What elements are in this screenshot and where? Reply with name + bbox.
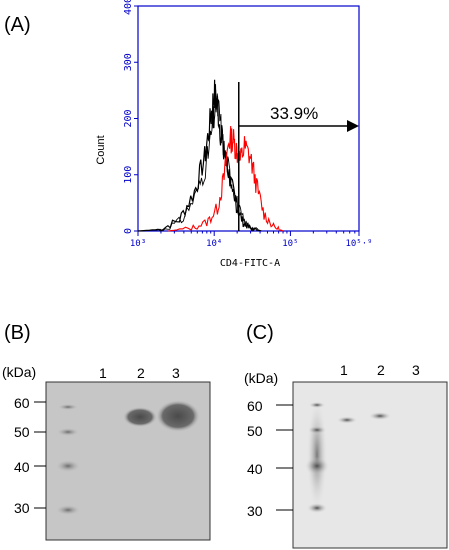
y-tick-label: 200 xyxy=(123,109,134,127)
panel-b-lane-2: 2 xyxy=(137,365,145,381)
panel-c-lane-2-band xyxy=(369,412,391,420)
gate-percent-label: 33.9% xyxy=(270,104,318,123)
panel-b-lane-3-band xyxy=(156,400,200,432)
panel-c-marker-40: 40 xyxy=(247,461,263,477)
panel-b-ladder-band-40 xyxy=(56,460,80,472)
x-axis-label: CD4-FITC-A xyxy=(220,258,280,269)
panel-b-unit: (kDa) xyxy=(2,364,37,380)
y-axis-label: Count xyxy=(95,135,107,164)
panel-b-marker-50: 50 xyxy=(14,424,30,440)
x-tick-label: 10⁴ xyxy=(206,239,222,249)
panel-b-ladder-band-60 xyxy=(58,404,78,410)
panel-b-ladder-band-50 xyxy=(57,428,79,436)
x-tick-label: 10⁵ xyxy=(282,239,298,249)
plot-frame xyxy=(137,5,360,232)
y-tick-label: 100 xyxy=(123,166,134,184)
panel-c-membrane xyxy=(292,381,448,549)
control-histogram-line-2 xyxy=(139,89,263,232)
y-tick-label: 0 xyxy=(123,228,134,234)
panel-c-label: (C) xyxy=(246,322,274,344)
x-tick-label: 10³ xyxy=(130,239,146,249)
panel-c-lane-2: 2 xyxy=(377,362,385,378)
panel-b-marker-30: 30 xyxy=(14,500,30,516)
panel-b-lane-3: 3 xyxy=(172,365,180,381)
panel-b-marker-60: 60 xyxy=(14,395,30,411)
panel-c-unit: (kDa) xyxy=(244,370,279,386)
panel-c-ladder-band-50 xyxy=(308,426,326,434)
panel-c-ladder-band-40 xyxy=(305,457,329,475)
flow-histogram: 0 100 200 300 400 10³ 10⁴ 10⁵ 10⁵·⁹ Count CD4-F… xyxy=(95,0,373,269)
panel-b-lane-1: 1 xyxy=(99,365,107,381)
panel-c-lane-1: 1 xyxy=(340,362,348,378)
panel-b-lane-2-band xyxy=(123,407,157,427)
panel-c-marker-60: 60 xyxy=(247,398,263,414)
panel-c-lane-1-band xyxy=(337,416,357,424)
y-tick-label: 400 xyxy=(123,0,134,15)
panel-c-ladder-band-60 xyxy=(309,402,325,408)
panel-a-label: (A) xyxy=(4,14,31,36)
gate-arrowhead xyxy=(347,120,359,132)
sample-histogram-line xyxy=(168,125,284,233)
panel-b-ladder-band-30 xyxy=(56,505,80,515)
panel-c-ladder-band-30 xyxy=(307,503,327,513)
panel-b-marker-40: 40 xyxy=(14,459,30,475)
y-tick-label: 300 xyxy=(123,53,134,71)
panel-b-label: (B) xyxy=(4,322,31,344)
panel-c-ladder-smear xyxy=(307,400,327,510)
panel-c-marker-50: 50 xyxy=(247,423,263,439)
panel-c-lane-3: 3 xyxy=(412,362,420,378)
panel-c-marker-30: 30 xyxy=(247,503,263,519)
x-tick-label: 10⁵·⁹ xyxy=(345,239,372,249)
panel-b-membrane xyxy=(45,381,211,541)
